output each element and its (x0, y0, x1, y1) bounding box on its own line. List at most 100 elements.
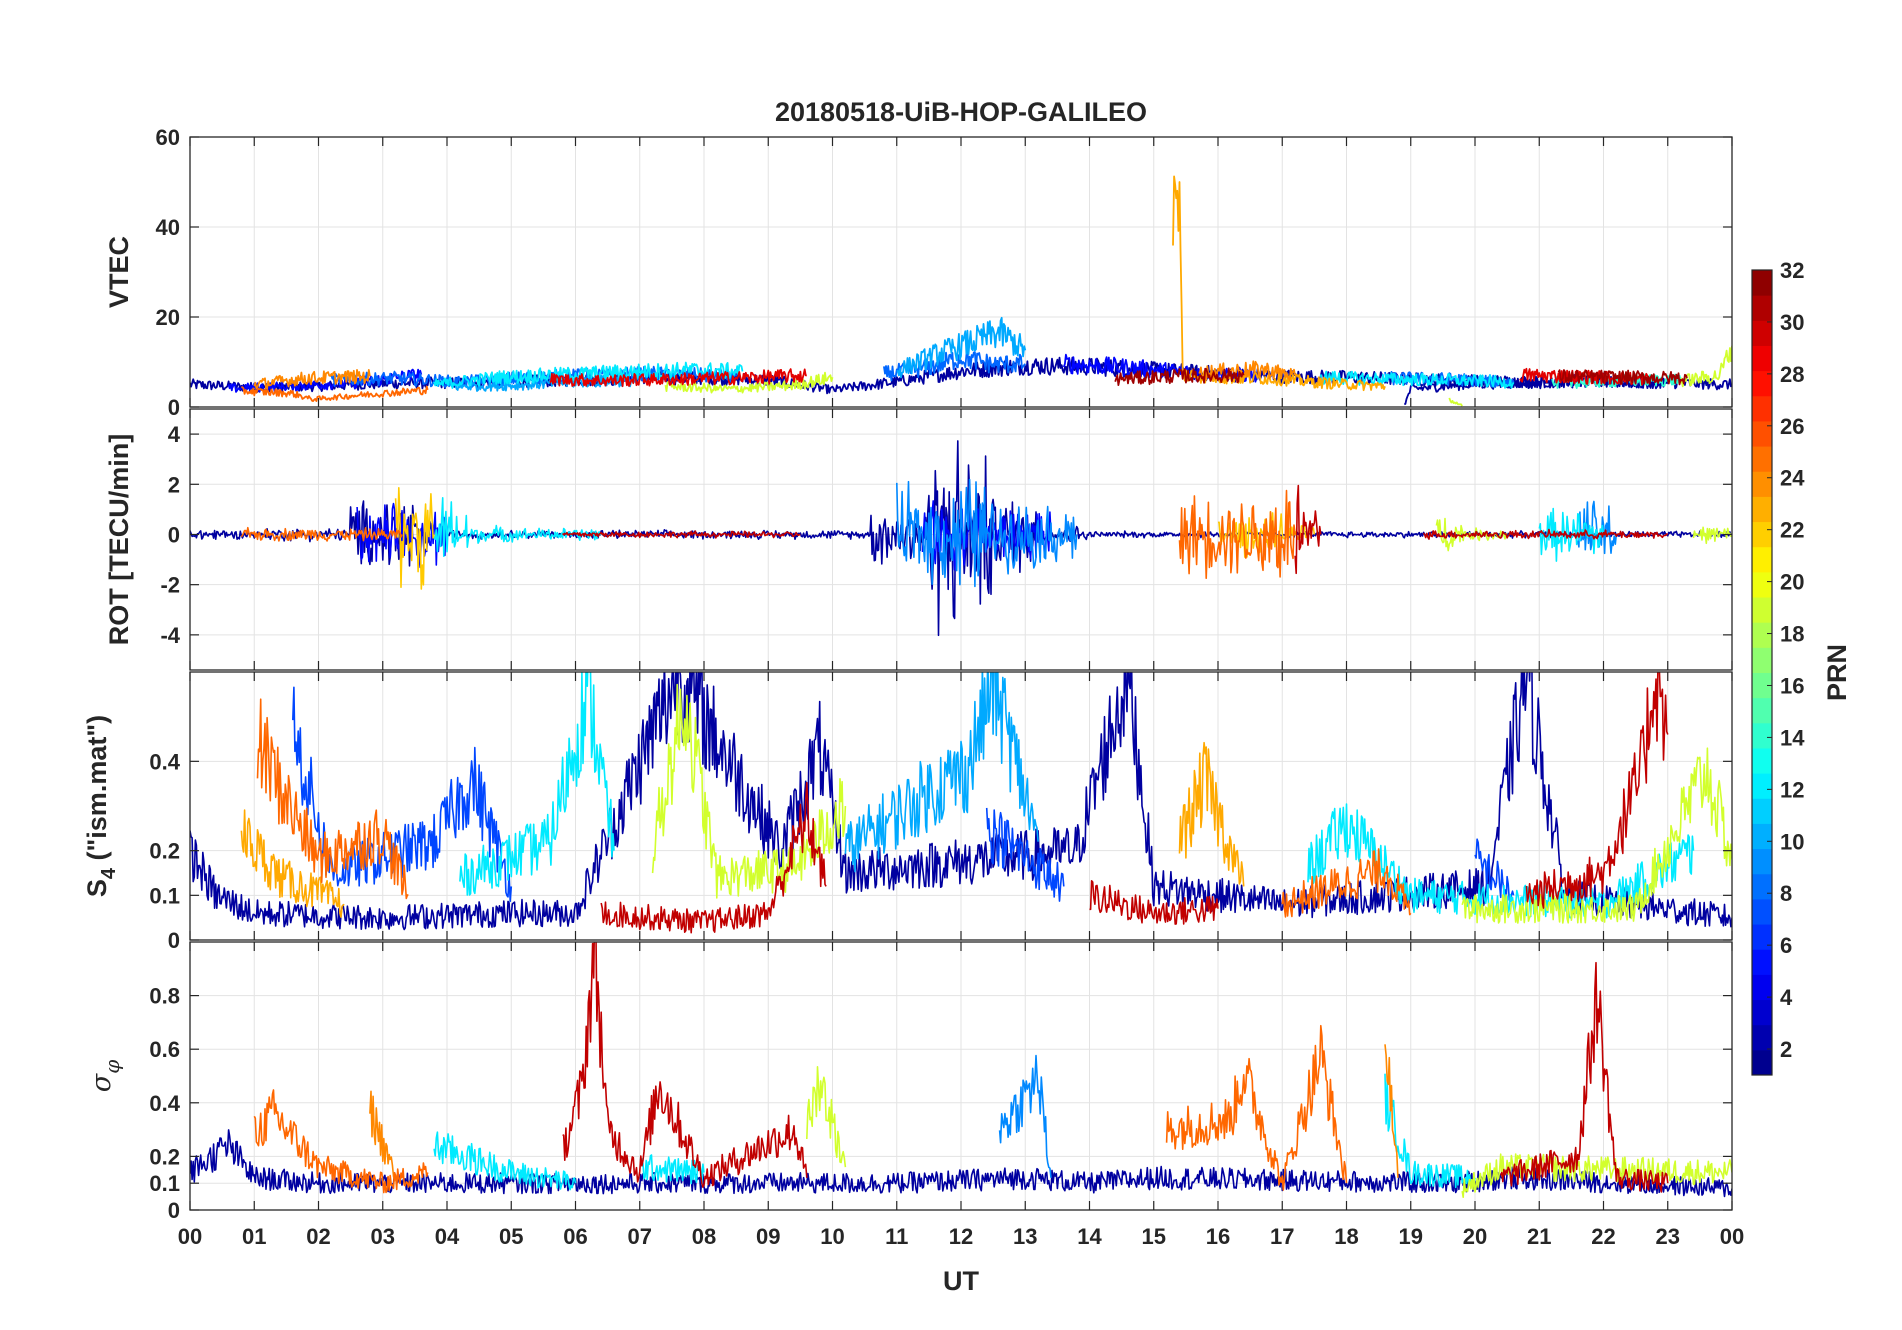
colorbar-swatch (1752, 722, 1772, 749)
series-prn-25-vtec-seg0 (241, 385, 429, 402)
colorbar-swatch (1752, 898, 1772, 925)
x-tick-label: 15 (1142, 1224, 1166, 1249)
colorbar-swatch (1752, 999, 1772, 1026)
colorbar-swatch (1752, 320, 1772, 346)
colorbar-tick-label: 22 (1780, 518, 1804, 543)
y-tick-label-rot: -2 (160, 573, 180, 598)
y-tick-label-rot: 4 (168, 422, 181, 447)
colorbar-tick-label: 28 (1780, 362, 1804, 387)
series-prn-22-rot-seg0 (394, 487, 435, 590)
series-prn-30-s4-seg1 (1089, 880, 1219, 925)
x-tick-label: 05 (499, 1224, 523, 1249)
colorbar-swatch (1752, 571, 1772, 598)
y-axis-label-s4: S4 ("ism.mat") (82, 715, 120, 897)
colorbar-tick-label: 18 (1780, 622, 1804, 647)
series-prn-12-s4-seg0 (459, 672, 615, 896)
panel-s4: 0 0.1 0.2 0.4 S4 ("ism.mat") (82, 671, 1733, 953)
series-prn-10-vtec-seg0 (896, 316, 1027, 379)
series-prn-12-rot-seg1 (1538, 507, 1605, 562)
colorbar-swatch (1752, 672, 1772, 699)
x-tick-label: 19 (1399, 1224, 1423, 1249)
series-prn-29-vtec-seg0 (549, 368, 807, 388)
y-tick-label-sigma_phi: 0.6 (149, 1037, 180, 1062)
series-prn-10-s4-seg0 (844, 672, 1039, 873)
colorbar-swatch (1752, 647, 1772, 673)
series-prn-23-s4-seg1 (1178, 741, 1245, 887)
colorbar-tick-label: 14 (1780, 725, 1805, 750)
colorbar-swatch (1752, 521, 1772, 548)
y-tick-label-sigma_phi: 0.1 (149, 1171, 180, 1196)
y-axis-label-sigma_phi: σφ (86, 1060, 124, 1092)
colorbar-tick-label: 6 (1780, 933, 1792, 958)
x-tick-label: 14 (1077, 1224, 1102, 1249)
x-tick-label: 21 (1527, 1224, 1551, 1249)
series-prn-25-s4-seg1 (1281, 848, 1412, 918)
colorbar-swatch (1752, 295, 1772, 321)
series-prn-12-sigma_phi-seg2 (1384, 1073, 1476, 1189)
y-tick-label-vtec: 40 (156, 215, 180, 240)
colorbar-swatch (1752, 546, 1772, 573)
series-prn-19-vtec-seg0 (664, 371, 834, 394)
colorbar-tick-label: 20 (1780, 570, 1804, 595)
colorbar-swatch (1752, 471, 1772, 497)
series-prn-31-vtec-seg0 (1114, 367, 1245, 386)
colorbar-swatch (1752, 1024, 1772, 1051)
colorbar-swatch (1752, 597, 1772, 623)
x-axis-label: UT (943, 1266, 979, 1296)
y-tick-label-sigma_phi: 0 (168, 1198, 180, 1223)
series-prn-19-s4-seg0 (651, 683, 847, 899)
series-prn-24-vtec-seg1 (1198, 360, 1296, 381)
colorbar-tick-label: 4 (1780, 985, 1793, 1010)
colorbar-tick-label: 2 (1780, 1037, 1792, 1062)
series-prn-24-sigma_phi-seg1 (369, 1090, 397, 1182)
colorbar-swatch (1752, 370, 1772, 397)
panel-vtec-series (190, 175, 1732, 407)
colorbar-tick-label: 24 (1780, 466, 1805, 491)
x-tick-label: 18 (1334, 1224, 1358, 1249)
x-tick-label: 10 (820, 1224, 844, 1249)
colorbar-swatch (1752, 949, 1772, 975)
panel-rot-series (190, 440, 1732, 637)
series-prn-19-sigma_phi-seg1 (1461, 1153, 1732, 1198)
colorbar-label: PRN (1822, 644, 1852, 701)
colorbar-swatch (1752, 873, 1772, 900)
series-prn-30-s4-seg2 (1525, 672, 1669, 909)
series-prn-12-vtec-seg0 (433, 361, 744, 389)
series-prn-19-vtec-seg2 (1448, 397, 1463, 407)
colorbar-swatch (1752, 823, 1772, 850)
series-prn-30-sigma_phi-seg1 (1499, 961, 1669, 1193)
colorbar-tick-label: 16 (1780, 673, 1804, 698)
series-prn-7-s4-seg2 (1474, 838, 1515, 903)
colorbar-tick-label: 8 (1780, 881, 1792, 906)
colorbar-tick-label: 26 (1780, 414, 1804, 439)
x-tick-label: 02 (306, 1224, 330, 1249)
series-prn-24-vtec-seg0 (253, 369, 371, 390)
colorbar-swatch (1752, 1049, 1772, 1076)
y-tick-label-s4: 0.1 (149, 883, 180, 908)
series-prn-25-rot-seg1 (1178, 489, 1296, 579)
series-prn-25-sigma_phi-seg1 (1165, 1024, 1348, 1191)
series-prn-31-vtec-seg1 (1557, 369, 1688, 386)
y-tick-label-s4: 0.4 (149, 749, 180, 774)
series-prn-30-s4-seg0 (600, 781, 827, 934)
series-prn-19-vtec-seg1 (1679, 345, 1732, 388)
series-prn-5-vtec-seg0 (227, 368, 423, 393)
colorbar-tick-label: 32 (1780, 258, 1804, 283)
colorbar-swatch (1752, 622, 1772, 648)
x-tick-label: 13 (1013, 1224, 1037, 1249)
x-tick-label: 11 (885, 1224, 908, 1249)
x-tick-label: 17 (1270, 1224, 1294, 1249)
x-tick-label: 06 (563, 1224, 587, 1249)
series-prn-19-rot-seg1 (1692, 526, 1732, 545)
series-prn-9-rot-seg0 (896, 478, 1078, 588)
x-tick-label: 20 (1463, 1224, 1487, 1249)
series-prn-25-rot-seg0 (240, 526, 403, 542)
colorbar-swatch (1752, 345, 1772, 372)
y-tick-label-rot: 0 (168, 522, 180, 547)
colorbar-swatch (1752, 395, 1772, 422)
y-tick-label-sigma_phi: 0.4 (149, 1091, 180, 1116)
colorbar-swatch (1752, 773, 1772, 799)
series-prn-7-s4-seg1 (985, 807, 1065, 902)
